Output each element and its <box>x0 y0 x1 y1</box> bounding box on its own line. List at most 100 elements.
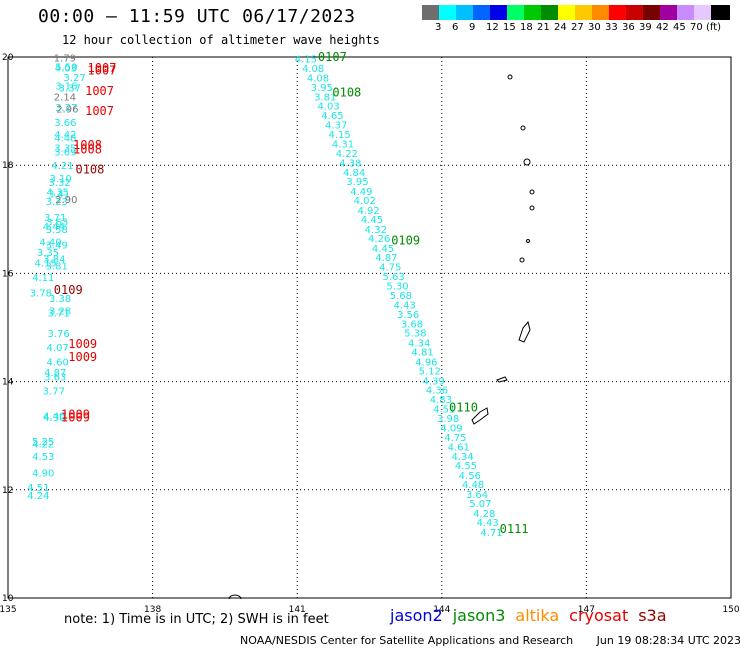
island-outline <box>529 205 535 211</box>
island-outline <box>526 239 530 243</box>
swh-value-label: 5.50 <box>55 63 77 74</box>
swh-value-label: 5.63 <box>383 272 405 283</box>
swh-value-label: 4.49 <box>350 187 372 198</box>
swh-value-label: 4.21 <box>51 161 73 172</box>
swh-value-label: 4.43 <box>477 518 499 529</box>
color-scale-label: 27 <box>571 22 584 33</box>
color-scale-swatch <box>456 5 475 20</box>
swh-value-label: 4.15 <box>35 258 57 269</box>
swh-value-label: 4.96 <box>415 357 437 368</box>
map-title: 00:00 – 11:59 UTC 06/17/2023 <box>38 6 356 27</box>
swh-value-label: 3.76 <box>48 329 70 340</box>
pass-time-label: 0108 <box>332 85 361 99</box>
swh-value-label: 3.56 <box>397 310 419 321</box>
swh-value-label: 4.75 <box>444 433 466 444</box>
swh-value-label: 4.32 <box>365 225 387 236</box>
swh-value-label: 4.45 <box>372 244 394 255</box>
x-tick-label: 138 <box>144 605 161 615</box>
swh-value-label: 4.34 <box>408 338 430 349</box>
legend-item-jason3: jason3 <box>452 606 506 625</box>
color-scale-label: 18 <box>520 22 533 33</box>
y-tick-label: 20 <box>2 53 14 63</box>
swh-value-label: 4.92 <box>357 206 379 217</box>
island-outline <box>520 125 526 131</box>
footer-credit: NOAA/NESDIS Center for Satellite Applica… <box>240 634 740 647</box>
color-scale-label: 6 <box>452 22 459 33</box>
legend-item-altika: altika <box>515 606 560 625</box>
swh-value-label: 3.35 <box>54 144 76 155</box>
swh-value-label: 4.84 <box>343 168 365 179</box>
swh-value-label: 5.38 <box>404 329 426 340</box>
pass-time-label: 0108 <box>75 162 104 176</box>
pass-time-label: 0107 <box>318 50 347 64</box>
swh-value-label: 4.44 <box>43 222 65 233</box>
swh-value-label: 3.66 <box>54 118 76 129</box>
swh-value-label: 4.22 <box>32 440 54 451</box>
swh-value-label: 3.64 <box>466 490 488 501</box>
swh-value-label: 3.27 <box>55 103 77 114</box>
swh-value-label: 4.36 <box>426 386 448 397</box>
y-tick-label: 12 <box>2 486 13 496</box>
swh-value-label: 4.03 <box>55 64 77 75</box>
swh-value-label: 4.61 <box>448 442 470 453</box>
swh-value-label: 3.71 <box>44 213 66 224</box>
x-tick-label: 147 <box>578 605 595 615</box>
island-outline <box>529 189 535 195</box>
swh-value-label: 4.11 <box>32 273 54 284</box>
swh-value-label: 3.28 <box>49 307 71 318</box>
swh-value-label-gray: 2.90 <box>55 195 77 206</box>
swh-value-label-gray: 1.79 <box>54 53 76 64</box>
color-scale-label: 39 <box>639 22 652 33</box>
swh-value-label: 4.48 <box>462 480 484 491</box>
swh-value-label: 4.51 <box>27 483 49 494</box>
swh-value-label: 4.30 <box>43 413 65 424</box>
pass-time-label: 1009 <box>68 337 97 351</box>
swh-value-label: 3.71 <box>48 309 70 320</box>
pass-time-label: 1008 <box>73 138 102 152</box>
swh-value-label: 4.02 <box>354 196 376 207</box>
swh-value-label-gray: 2.14 <box>54 92 76 103</box>
swh-value-label: 4.48 <box>54 133 76 144</box>
color-scale-swatch <box>575 5 594 20</box>
swh-value-label: 4.38 <box>339 158 361 169</box>
swh-value-label: 4.75 <box>379 263 401 274</box>
island-outline <box>471 407 489 425</box>
swh-value-label: 4.24 <box>27 491 49 502</box>
swh-value-label: 4.83 <box>430 395 452 406</box>
timestamp-text: Jun 19 08:28:34 UTC 2023 <box>596 634 740 647</box>
note-text: note: 1) Time is in UTC; 2) SWH is in fe… <box>64 612 329 627</box>
swh-value-label-gray: 2.96 <box>56 105 78 116</box>
swh-value-label: 5.07 <box>469 499 491 510</box>
swh-value-label: 3.63 <box>46 217 68 228</box>
island-outline <box>507 74 513 80</box>
x-tick-label: 144 <box>433 605 450 615</box>
island-outline <box>523 158 531 166</box>
pass-time-label: 0111 <box>500 522 529 536</box>
swh-value-label: 4.60 <box>47 357 69 368</box>
swh-value-label: 3.81 <box>314 92 336 103</box>
x-tick-label: 141 <box>289 605 306 615</box>
y-tick-label: 14 <box>2 378 14 388</box>
y-tick-label: 18 <box>2 161 14 171</box>
swh-value-label: 4.40 <box>43 411 65 422</box>
island-outline <box>519 257 525 263</box>
color-scale-unit: (ft) <box>706 22 722 33</box>
color-scale-label: 70 <box>690 22 703 33</box>
color-scale-label: 9 <box>469 22 476 33</box>
color-scale-label: 24 <box>554 22 567 33</box>
map-subtitle: 12 hour collection of altimeter wave hei… <box>62 33 380 47</box>
pass-time-label: 1007 <box>85 84 114 98</box>
swh-value-label: 5.30 <box>386 282 408 293</box>
swh-value-label: 4.53 <box>32 452 54 463</box>
swh-value-label: 4.42 <box>54 130 76 141</box>
swh-value-label: 3.23 <box>46 197 68 208</box>
swh-value-label: 5.68 <box>390 291 412 302</box>
swh-value-label: 3.95 <box>346 177 368 188</box>
color-scale-label: 33 <box>605 22 618 33</box>
swh-value-label: 4.15 <box>295 54 317 65</box>
swh-value-label: 3.63 <box>44 373 66 384</box>
legend-item-jason2: jason2 <box>390 606 443 625</box>
swh-value-label: 3.77 <box>43 387 65 398</box>
color-scale-swatch <box>439 5 458 20</box>
